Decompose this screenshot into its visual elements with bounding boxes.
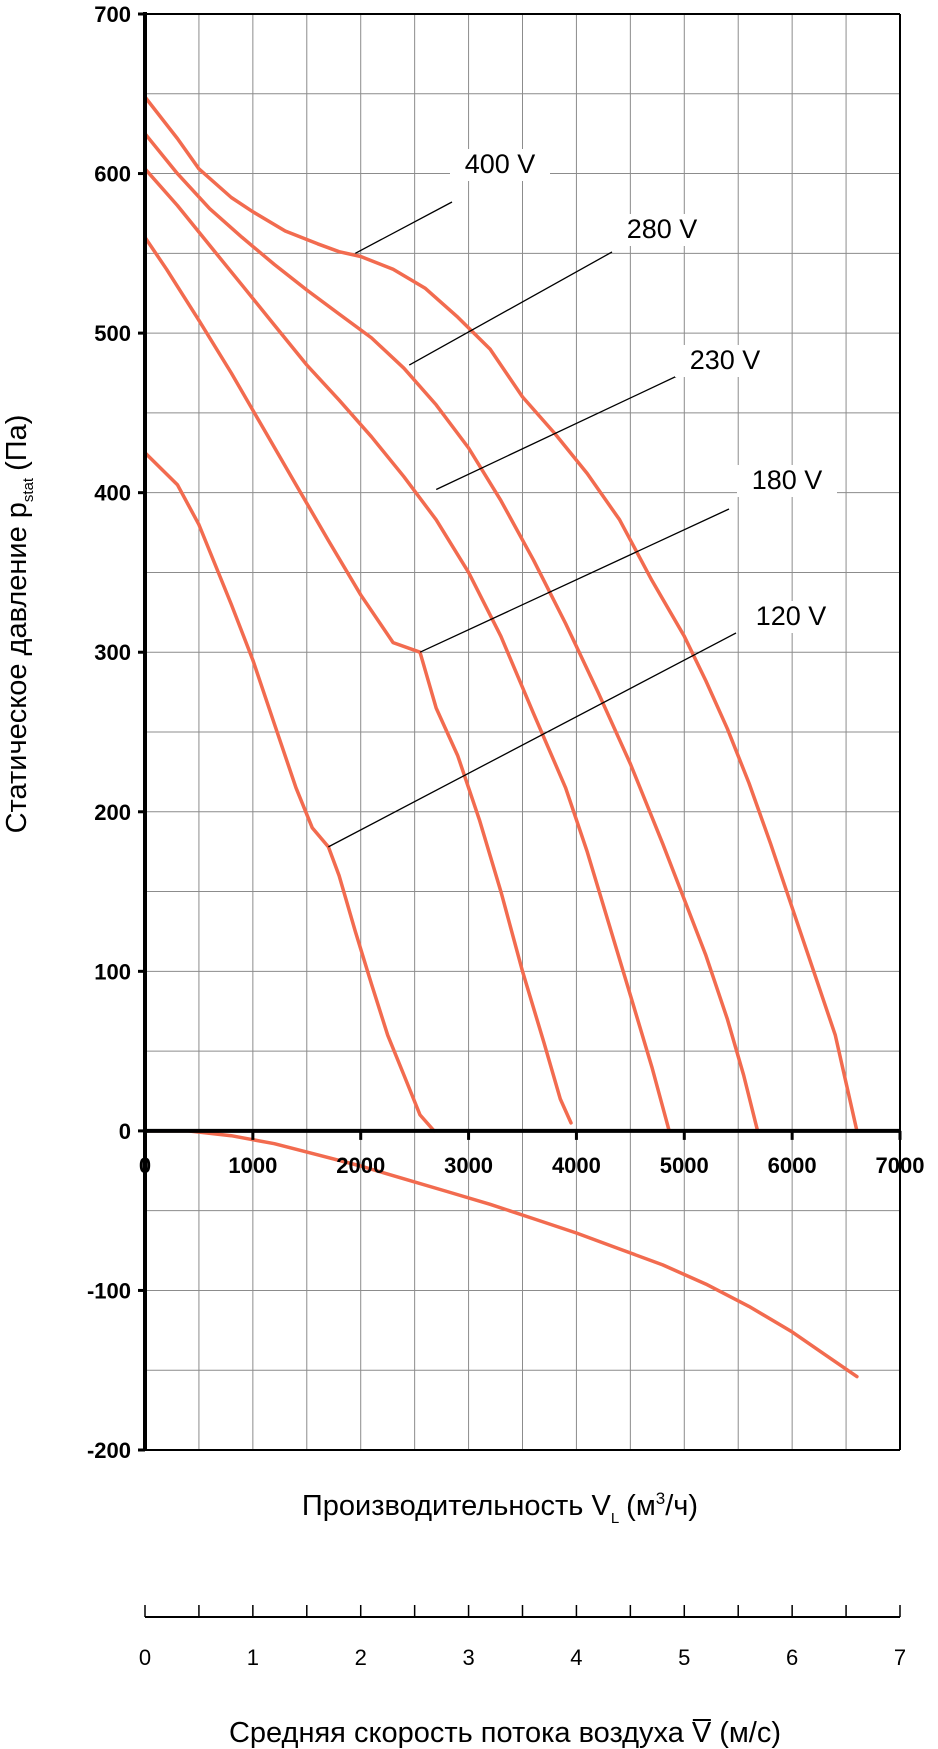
x-tick-label: 0 — [139, 1153, 151, 1178]
x-tick-label: 6000 — [768, 1153, 817, 1178]
x-tick-label: 7000 — [876, 1153, 925, 1178]
y-tick-label: 600 — [94, 162, 131, 187]
velocity-tick-label: 6 — [786, 1645, 798, 1670]
y-axis-title: Статическое давление pstat(Па) — [1, 415, 37, 834]
voltage-callouts: 400 V 280 V 230 V 180 V 120 V — [328, 149, 841, 848]
x-tick-label: 5000 — [660, 1153, 709, 1178]
y-tick-label: 700 — [94, 2, 131, 27]
velocity-tick-label: 2 — [355, 1645, 367, 1670]
y-tick-label: -200 — [87, 1438, 131, 1463]
velocity-tick-label: 1 — [247, 1645, 259, 1670]
y-tick-label: -100 — [87, 1278, 131, 1303]
callout-bg — [741, 601, 841, 633]
callout-bg — [612, 214, 712, 246]
velocity-tick-label: 5 — [678, 1645, 690, 1670]
curve-280v — [143, 131, 760, 1133]
curve-label: 400 V — [465, 149, 536, 179]
velocity-tick-label: 3 — [462, 1645, 474, 1670]
leader-line — [328, 632, 737, 848]
callout-bg — [675, 345, 775, 377]
y-tick-label: 100 — [94, 959, 131, 984]
curve-400v — [143, 95, 859, 1133]
callout-bg — [450, 149, 550, 181]
leader-line — [435, 375, 678, 491]
curve-label: 230 V — [690, 345, 761, 375]
x-tick-label: 1000 — [228, 1153, 277, 1178]
y-tick-label: 400 — [94, 481, 131, 506]
grid — [144, 13, 901, 1451]
y-tick-label: 500 — [94, 321, 131, 346]
y-tick-label: 300 — [94, 640, 131, 665]
curve-label: 180 V — [752, 465, 823, 495]
leader-line — [355, 201, 453, 254]
x-tick-label: 2000 — [336, 1153, 385, 1178]
curve-120v — [143, 451, 436, 1133]
curve-label: 120 V — [756, 601, 827, 631]
velocity-tick-label: 0 — [139, 1645, 151, 1670]
curve-180v — [143, 235, 573, 1125]
velocity-tick-label: 4 — [570, 1645, 582, 1670]
leader-line — [419, 508, 730, 653]
callout-bg — [737, 465, 837, 497]
velocity-axis-title: Средняя скорость потока воздуха V (м/с) — [229, 1717, 781, 1749]
axes — [138, 12, 902, 1452]
velocity-axis: 0 1 2 3 4 5 6 7 — [139, 1605, 906, 1670]
leader-line — [408, 251, 613, 366]
x-tick-label: 4000 — [552, 1153, 601, 1178]
curve-230v — [143, 167, 671, 1133]
curve-label: 280 V — [627, 214, 698, 244]
y-tick-label: 0 — [119, 1119, 131, 1144]
x-axis-title: Производительность VL (м3/ч) — [302, 1489, 698, 1527]
velocity-tick-label: 7 — [894, 1645, 906, 1670]
curve-6 — [143, 1129, 859, 1379]
y-tick-label: 200 — [94, 800, 131, 825]
performance-curves — [143, 95, 859, 1379]
x-tick-label: 3000 — [444, 1153, 493, 1178]
